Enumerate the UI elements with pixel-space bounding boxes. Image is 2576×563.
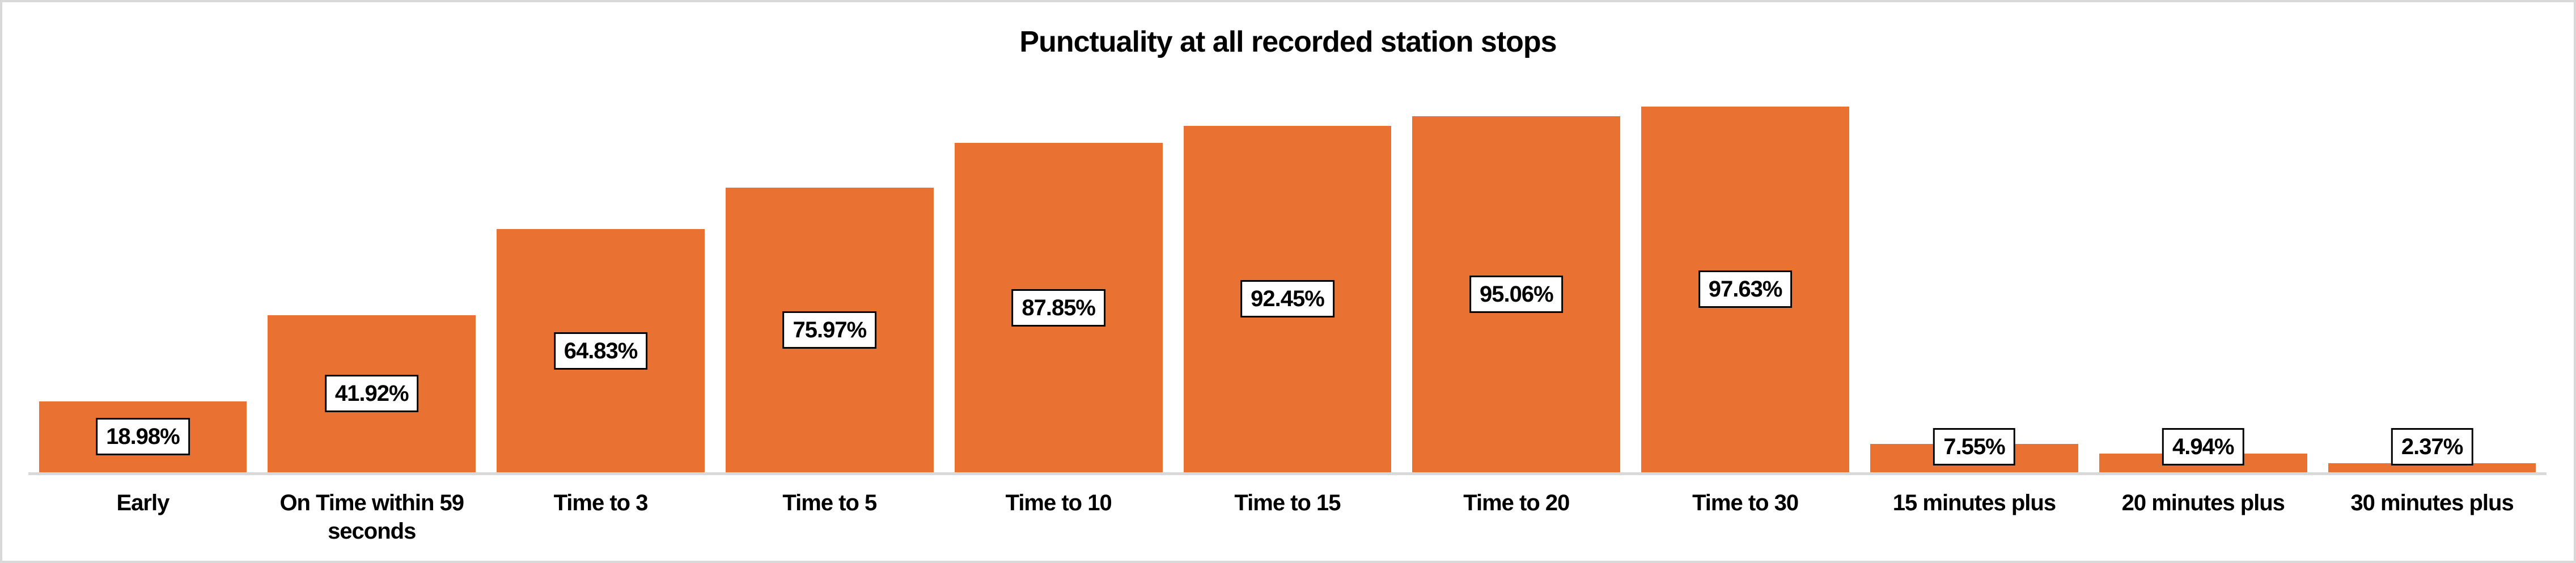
x-axis-line — [28, 472, 2547, 475]
x-tick-label: Early — [116, 490, 170, 515]
x-tick-label: Time to 15 — [1234, 490, 1341, 515]
x-tick-label: Time to 20 — [1463, 490, 1570, 515]
data-label: 75.97% — [782, 311, 877, 349]
plot-area: 18.98% Early 41.92% On Time within 59 secon… — [28, 2, 2547, 561]
x-tick-label: Time to 3 — [553, 490, 649, 515]
x-tick-label: On Time within 59 seconds — [279, 490, 464, 544]
data-label: 97.63% — [1698, 270, 1793, 308]
data-label: 2.37% — [2391, 428, 2473, 465]
data-label: 64.83% — [553, 332, 648, 370]
data-label: 4.94% — [2162, 428, 2244, 465]
data-label: 41.92% — [324, 375, 419, 413]
data-label: 87.85% — [1011, 289, 1106, 327]
x-tick-label: 30 minutes plus — [2350, 490, 2514, 515]
bar — [2328, 463, 2536, 472]
x-tick-label: Time to 5 — [782, 490, 877, 515]
x-tick-label: Time to 30 — [1692, 490, 1799, 515]
chart-title: Punctuality at all recorded station stop… — [1019, 26, 1557, 58]
x-tick-label: Time to 10 — [1005, 490, 1112, 515]
x-tick-label: 20 minutes plus — [2121, 490, 2285, 515]
data-label: 7.55% — [1933, 428, 2015, 465]
data-label: 18.98% — [96, 418, 190, 456]
x-tick-label: 15 minutes plus — [1892, 490, 2056, 515]
data-label: 92.45% — [1240, 280, 1334, 318]
data-label: 95.06% — [1469, 275, 1564, 313]
